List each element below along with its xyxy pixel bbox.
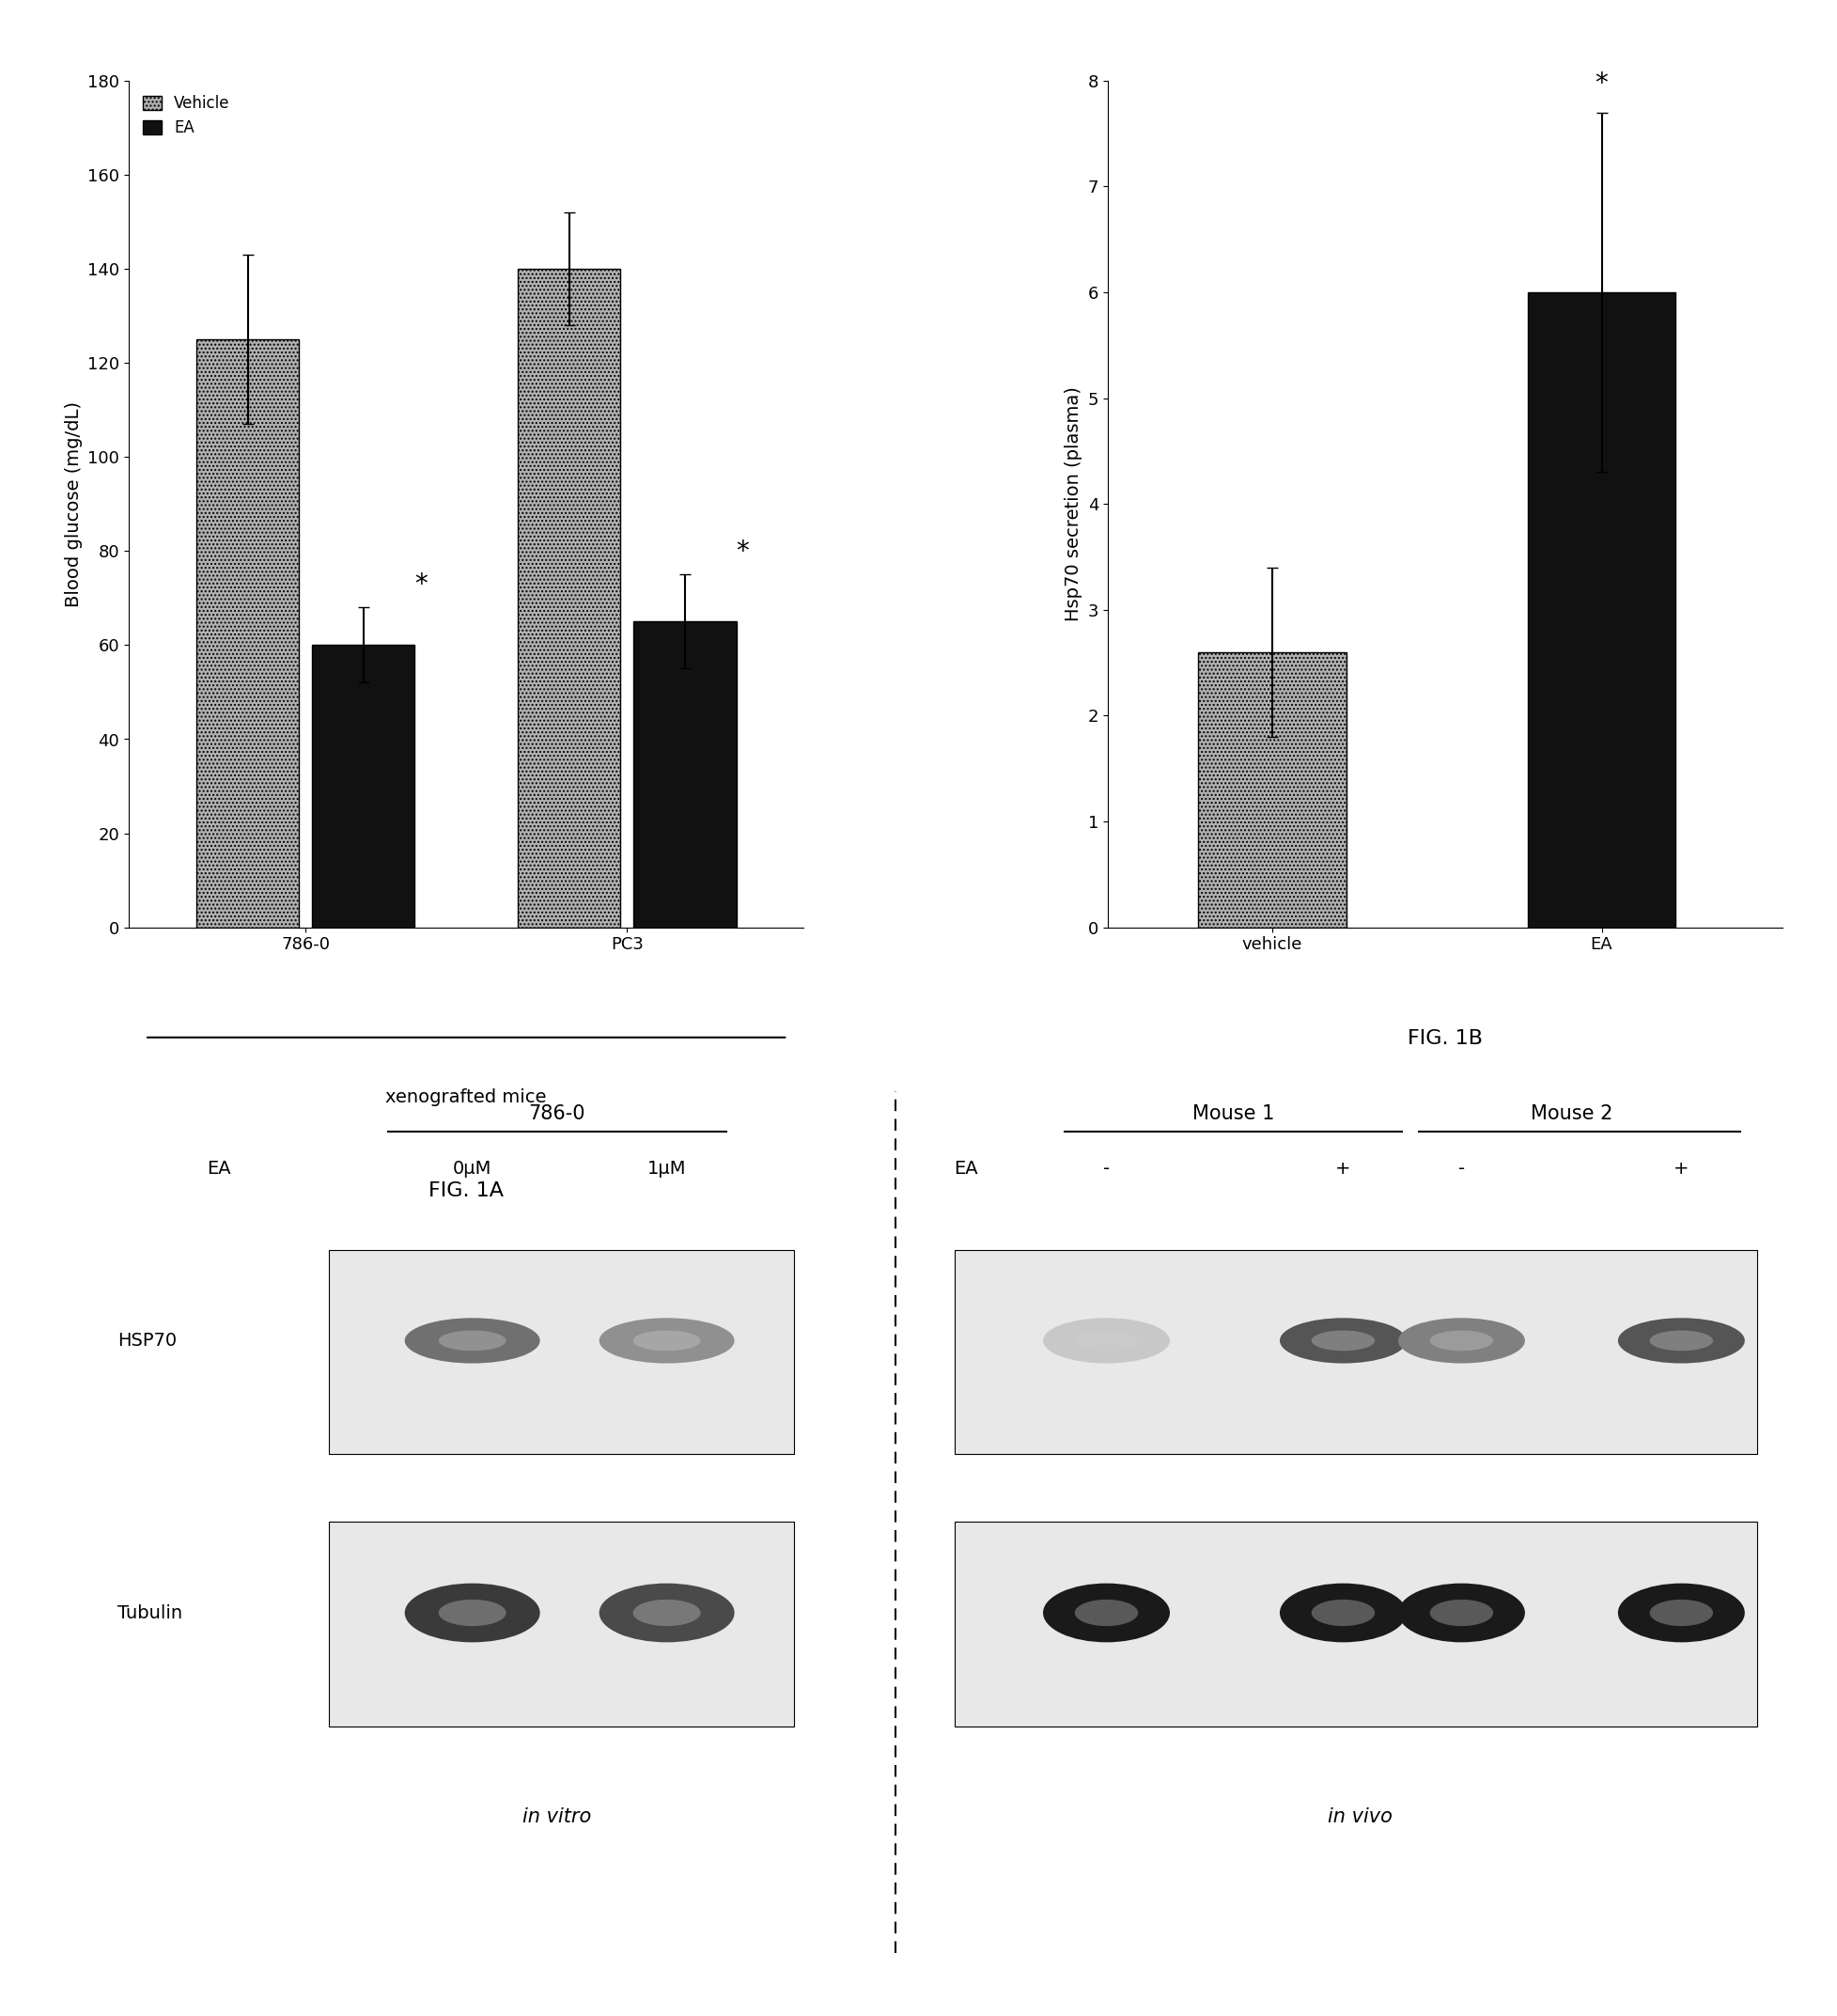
Y-axis label: Hsp70 secretion (plasma): Hsp70 secretion (plasma) xyxy=(1064,387,1082,621)
Text: +: + xyxy=(1335,1159,1350,1177)
Ellipse shape xyxy=(599,1318,735,1363)
Text: xenografted mice: xenografted mice xyxy=(386,1089,547,1107)
Text: FIG. 1B: FIG. 1B xyxy=(1407,1028,1482,1048)
Ellipse shape xyxy=(599,1583,735,1643)
Ellipse shape xyxy=(1043,1583,1170,1643)
Ellipse shape xyxy=(439,1599,505,1627)
Bar xyxy=(312,645,415,927)
Ellipse shape xyxy=(1617,1583,1743,1643)
Ellipse shape xyxy=(1617,1318,1743,1363)
Bar xyxy=(953,1522,1756,1726)
Bar xyxy=(953,1250,1756,1454)
Text: *: * xyxy=(415,573,428,599)
Bar xyxy=(1527,292,1675,927)
Text: Mouse 2: Mouse 2 xyxy=(1530,1105,1611,1123)
Text: -: - xyxy=(1457,1159,1464,1177)
Bar xyxy=(329,1522,794,1726)
Bar xyxy=(197,339,299,927)
Text: +: + xyxy=(1674,1159,1688,1177)
Bar xyxy=(518,268,621,927)
Text: Mouse 1: Mouse 1 xyxy=(1192,1105,1273,1123)
Ellipse shape xyxy=(1429,1331,1492,1351)
Text: Tubulin: Tubulin xyxy=(118,1605,182,1621)
Bar xyxy=(329,1250,794,1454)
Bar xyxy=(634,621,737,927)
Ellipse shape xyxy=(1312,1599,1374,1627)
Text: in vitro: in vitro xyxy=(522,1808,592,1826)
Text: 1μM: 1μM xyxy=(647,1159,685,1177)
Ellipse shape xyxy=(1398,1583,1525,1643)
Text: EA: EA xyxy=(206,1159,231,1177)
Ellipse shape xyxy=(632,1599,700,1627)
Ellipse shape xyxy=(404,1583,540,1643)
Ellipse shape xyxy=(1075,1331,1137,1351)
Ellipse shape xyxy=(1279,1583,1405,1643)
Text: EA: EA xyxy=(953,1159,977,1177)
Bar xyxy=(1198,651,1347,927)
Ellipse shape xyxy=(1398,1318,1525,1363)
Text: 0μM: 0μM xyxy=(452,1159,492,1177)
Text: *: * xyxy=(1595,71,1607,97)
Ellipse shape xyxy=(439,1331,505,1351)
Text: in vivo: in vivo xyxy=(1326,1808,1392,1826)
Text: -: - xyxy=(1102,1159,1110,1177)
Text: HSP70: HSP70 xyxy=(118,1333,176,1349)
Text: *: * xyxy=(737,538,749,564)
Ellipse shape xyxy=(1075,1599,1137,1627)
Ellipse shape xyxy=(1279,1318,1405,1363)
Ellipse shape xyxy=(1650,1599,1712,1627)
Ellipse shape xyxy=(404,1318,540,1363)
Ellipse shape xyxy=(1650,1331,1712,1351)
Legend: Vehicle, EA: Vehicle, EA xyxy=(136,89,237,143)
Ellipse shape xyxy=(632,1331,700,1351)
Ellipse shape xyxy=(1429,1599,1492,1627)
Text: FIG. 1A: FIG. 1A xyxy=(428,1181,503,1200)
Ellipse shape xyxy=(1043,1318,1170,1363)
Y-axis label: Blood glucose (mg/dL): Blood glucose (mg/dL) xyxy=(64,401,83,607)
Text: 786-0: 786-0 xyxy=(529,1105,584,1123)
Ellipse shape xyxy=(1312,1331,1374,1351)
